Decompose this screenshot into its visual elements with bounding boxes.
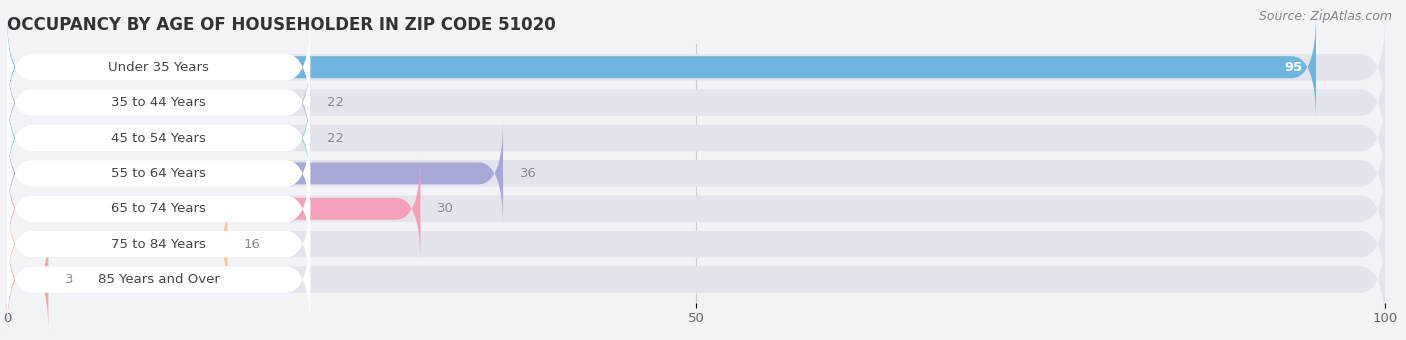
FancyBboxPatch shape <box>7 52 311 153</box>
Text: OCCUPANCY BY AGE OF HOUSEHOLDER IN ZIP CODE 51020: OCCUPANCY BY AGE OF HOUSEHOLDER IN ZIP C… <box>7 16 555 34</box>
Text: 36: 36 <box>520 167 537 180</box>
FancyBboxPatch shape <box>7 88 311 188</box>
Text: Under 35 Years: Under 35 Years <box>108 61 209 74</box>
Text: 75 to 84 Years: 75 to 84 Years <box>111 238 207 251</box>
FancyBboxPatch shape <box>7 85 311 191</box>
FancyBboxPatch shape <box>7 88 1385 188</box>
Text: 95: 95 <box>1284 61 1302 74</box>
Text: 30: 30 <box>437 202 454 215</box>
Text: 16: 16 <box>245 238 262 251</box>
Text: 35 to 44 Years: 35 to 44 Years <box>111 96 207 109</box>
FancyBboxPatch shape <box>7 229 1385 330</box>
FancyBboxPatch shape <box>7 227 48 332</box>
FancyBboxPatch shape <box>7 194 1385 295</box>
FancyBboxPatch shape <box>7 156 420 261</box>
FancyBboxPatch shape <box>7 15 1316 120</box>
Text: 55 to 64 Years: 55 to 64 Years <box>111 167 207 180</box>
FancyBboxPatch shape <box>7 158 311 259</box>
Text: 45 to 54 Years: 45 to 54 Years <box>111 132 207 144</box>
Text: 65 to 74 Years: 65 to 74 Years <box>111 202 207 215</box>
FancyBboxPatch shape <box>7 123 1385 224</box>
FancyBboxPatch shape <box>7 194 311 295</box>
Text: 85 Years and Over: 85 Years and Over <box>97 273 219 286</box>
Text: 3: 3 <box>65 273 73 286</box>
Text: 22: 22 <box>326 96 343 109</box>
FancyBboxPatch shape <box>7 191 228 297</box>
FancyBboxPatch shape <box>7 17 311 118</box>
FancyBboxPatch shape <box>7 52 1385 153</box>
FancyBboxPatch shape <box>7 123 311 224</box>
FancyBboxPatch shape <box>7 229 311 330</box>
Text: 22: 22 <box>326 132 343 144</box>
FancyBboxPatch shape <box>7 50 311 155</box>
FancyBboxPatch shape <box>7 17 1385 118</box>
Text: Source: ZipAtlas.com: Source: ZipAtlas.com <box>1258 10 1392 23</box>
FancyBboxPatch shape <box>7 121 503 226</box>
FancyBboxPatch shape <box>7 158 1385 259</box>
